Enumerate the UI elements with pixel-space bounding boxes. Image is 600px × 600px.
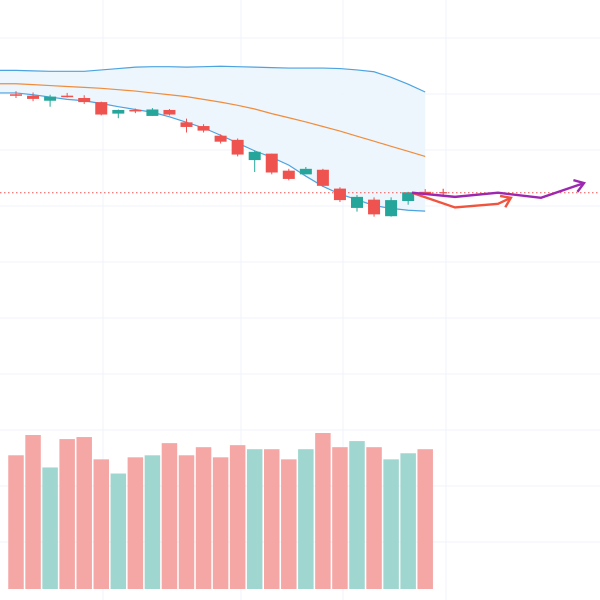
candle-body xyxy=(385,200,398,217)
forecast-arrowhead xyxy=(573,178,587,193)
volume-bar xyxy=(332,447,348,589)
candle-body xyxy=(180,122,193,127)
forecast-arrowhead xyxy=(499,194,513,208)
forecast-path xyxy=(411,191,512,209)
volume-bar xyxy=(25,435,41,589)
volume-bar xyxy=(400,453,416,589)
volume-bar xyxy=(417,449,433,589)
volume-bar xyxy=(281,459,297,589)
candle-body xyxy=(78,97,91,103)
volume-bar xyxy=(229,445,246,589)
volume-bar xyxy=(127,457,144,589)
volume-bar xyxy=(349,441,365,589)
candle-body xyxy=(333,188,346,201)
volume-bars xyxy=(8,433,433,589)
candle-body xyxy=(10,94,22,96)
candle-body xyxy=(146,109,159,116)
candle-body xyxy=(197,126,210,131)
volume-bar xyxy=(110,473,127,589)
volume-bar xyxy=(315,433,331,589)
overlays xyxy=(0,178,600,209)
volume-bar xyxy=(383,459,399,589)
volume-bar xyxy=(212,457,229,589)
volume-bar xyxy=(178,455,195,589)
forecast-path xyxy=(411,181,585,200)
candle-body xyxy=(129,109,142,112)
volume-bar xyxy=(42,467,58,589)
bollinger-basis-line xyxy=(0,83,426,157)
candle-body xyxy=(248,151,261,161)
candle-body xyxy=(316,169,329,186)
candle-body xyxy=(265,153,278,173)
volume-bar xyxy=(59,439,75,589)
volume-bar xyxy=(366,447,382,589)
candle-body xyxy=(214,135,227,142)
candle-body xyxy=(95,102,108,115)
volume-bar xyxy=(298,449,314,589)
candle-body xyxy=(163,109,176,115)
volume-bar xyxy=(264,449,280,589)
volume-bar xyxy=(144,455,161,589)
volume-bar xyxy=(93,459,109,589)
candle-body xyxy=(402,192,415,202)
volume-bar xyxy=(195,447,212,589)
candle-body xyxy=(112,109,125,114)
candle-body xyxy=(61,95,74,98)
candle-body xyxy=(282,170,295,179)
volume-bar xyxy=(8,455,24,589)
volume-bar xyxy=(246,449,263,589)
candles xyxy=(10,91,432,217)
volume-bar xyxy=(76,437,92,589)
bollinger-upper-line xyxy=(0,65,426,93)
candle-body xyxy=(27,95,40,99)
candle-body xyxy=(44,96,57,101)
candle-body xyxy=(351,196,363,208)
candle-body xyxy=(299,168,312,175)
candle-body xyxy=(368,199,381,215)
volume-bar xyxy=(161,443,178,589)
candle-body xyxy=(231,139,244,155)
